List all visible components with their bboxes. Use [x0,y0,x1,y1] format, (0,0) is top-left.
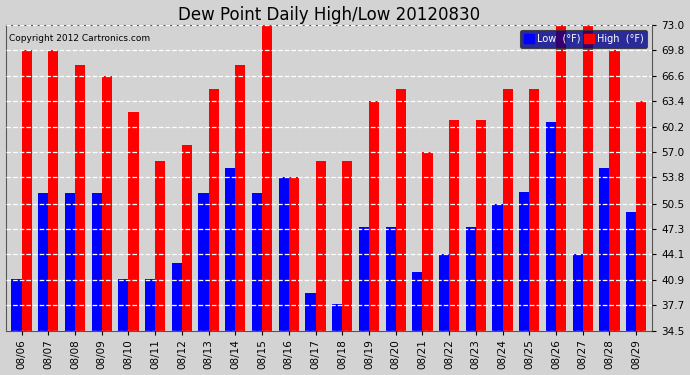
Bar [65,193,75,375]
Bar [21,51,32,375]
Bar [386,227,395,375]
Bar [636,101,647,375]
Bar [208,88,219,375]
Bar [395,88,406,375]
Bar [359,227,369,375]
Bar [476,120,486,375]
Bar [279,177,289,375]
Bar [439,254,449,375]
Bar [75,65,85,375]
Bar [493,204,502,375]
Bar [546,122,556,375]
Bar [519,192,529,375]
Bar [449,120,460,375]
Bar [101,76,112,375]
Bar [315,161,326,375]
Bar [626,211,636,375]
Bar [422,152,433,375]
Bar [128,112,139,375]
Bar [38,193,48,375]
Bar [118,279,128,375]
Bar [466,227,476,375]
Bar [182,145,192,375]
Bar [582,25,593,375]
Bar [199,193,208,375]
Bar [556,25,566,375]
Bar [12,279,21,375]
Bar [412,272,422,375]
Text: Copyright 2012 Cartronics.com: Copyright 2012 Cartronics.com [9,34,150,43]
Bar [609,51,620,375]
Legend: Low  (°F), High  (°F): Low (°F), High (°F) [520,30,647,48]
Title: Dew Point Daily High/Low 20120830: Dew Point Daily High/Low 20120830 [178,6,480,24]
Bar [502,88,513,375]
Bar [172,263,182,375]
Bar [145,279,155,375]
Bar [599,168,609,375]
Bar [369,101,379,375]
Bar [262,25,273,375]
Bar [92,193,101,375]
Bar [252,193,262,375]
Bar [306,293,315,375]
Bar [235,65,246,375]
Bar [155,161,166,375]
Bar [225,168,235,375]
Bar [48,51,59,375]
Bar [529,88,540,375]
Bar [332,304,342,375]
Bar [573,254,582,375]
Bar [342,161,353,375]
Bar [289,177,299,375]
